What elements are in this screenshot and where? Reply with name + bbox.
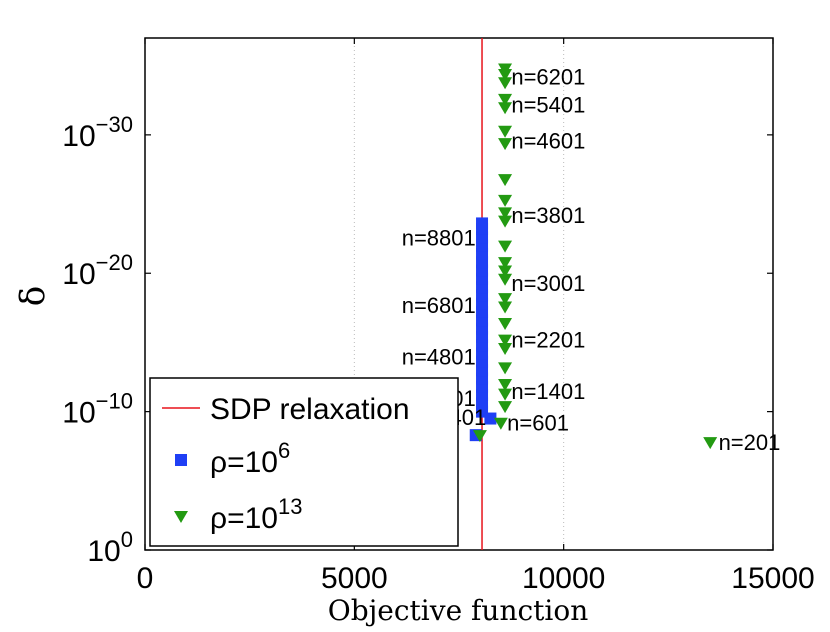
legend: SDP relaxation ρ=106 ρ=1013	[149, 377, 459, 547]
y-tick-label: 10−10	[62, 389, 133, 430]
y-tick-label: 100	[87, 527, 133, 568]
point-annotation: n=2201	[511, 328, 585, 353]
rho-1e13-point	[498, 378, 513, 391]
point-annotation: n=201	[719, 430, 781, 455]
point-annotation: n=6801	[402, 293, 476, 318]
point-annotation: n=601	[507, 411, 569, 436]
rho-1e13-point	[498, 215, 513, 228]
legend-box	[149, 377, 459, 547]
x-tick-label: 5000	[321, 562, 388, 595]
point-annotation: n=5401	[511, 92, 585, 117]
rho-1e13-point	[498, 102, 513, 115]
y-tick-label: 10−20	[62, 250, 133, 291]
rho-1e13-point	[498, 301, 513, 314]
point-annotation: n=6201	[511, 65, 585, 90]
x-tick-label: 15000	[731, 562, 814, 595]
rho-1e13-point	[498, 207, 513, 220]
point-annotation: n=3801	[511, 203, 585, 228]
point-annotation: n=8801	[402, 225, 476, 250]
rho-1e13-point	[498, 125, 513, 138]
rho-1e13-point	[498, 334, 513, 347]
rho-1e13-point	[498, 138, 513, 151]
y-axis-label: δ	[13, 286, 53, 306]
point-annotation: n=1401	[511, 379, 585, 404]
plot-area	[144, 37, 774, 551]
rho-1e13-point	[498, 401, 513, 414]
rho-1e13-point	[703, 437, 718, 450]
rho-1e13-point	[498, 63, 513, 76]
rho-1e13-point	[498, 342, 513, 355]
rho-1e13-point	[498, 388, 513, 401]
rho-1e13-point	[498, 362, 513, 375]
legend-sdp-label: SDP relaxation	[210, 393, 410, 426]
rho-1e13-point	[493, 417, 508, 430]
rho-1e13-point	[498, 273, 513, 286]
x-tick-label: 0	[137, 562, 154, 595]
legend-rho-1e13-swatch	[174, 511, 188, 523]
rho-1e13-point	[498, 93, 513, 106]
points-layer	[189, 63, 718, 480]
rho-1e13-point	[498, 240, 513, 253]
rho-1e13-point	[498, 318, 513, 331]
point-annotation: n=3001	[511, 271, 585, 296]
point-annotation: n=4801	[402, 344, 476, 369]
x-tick-label: 10000	[522, 562, 605, 595]
rho-1e13-point	[498, 257, 513, 270]
y-tick-label: 10−30	[62, 112, 133, 153]
axis-layer: 0 5000 10000 15000 100 10−10 10−20 10−30	[62, 38, 815, 595]
legend-rho-1e6-label: ρ=106	[210, 438, 290, 479]
rho-1e13-point	[498, 174, 513, 187]
rho-1e13-point	[498, 194, 513, 207]
point-annotation: n=4601	[511, 128, 585, 153]
rho-1e13-point	[498, 77, 513, 90]
x-axis-label: Objective function	[328, 594, 589, 627]
rho-1e13-point	[498, 265, 513, 278]
legend-rho-1e13-label: ρ=1013	[210, 494, 302, 535]
rho-1e13-point	[472, 430, 487, 443]
rho-1e13-point	[498, 293, 513, 306]
legend-rho-1e6-swatch	[175, 454, 187, 466]
grid-layer	[353, 38, 565, 550]
rho-1e6-point	[476, 217, 489, 230]
